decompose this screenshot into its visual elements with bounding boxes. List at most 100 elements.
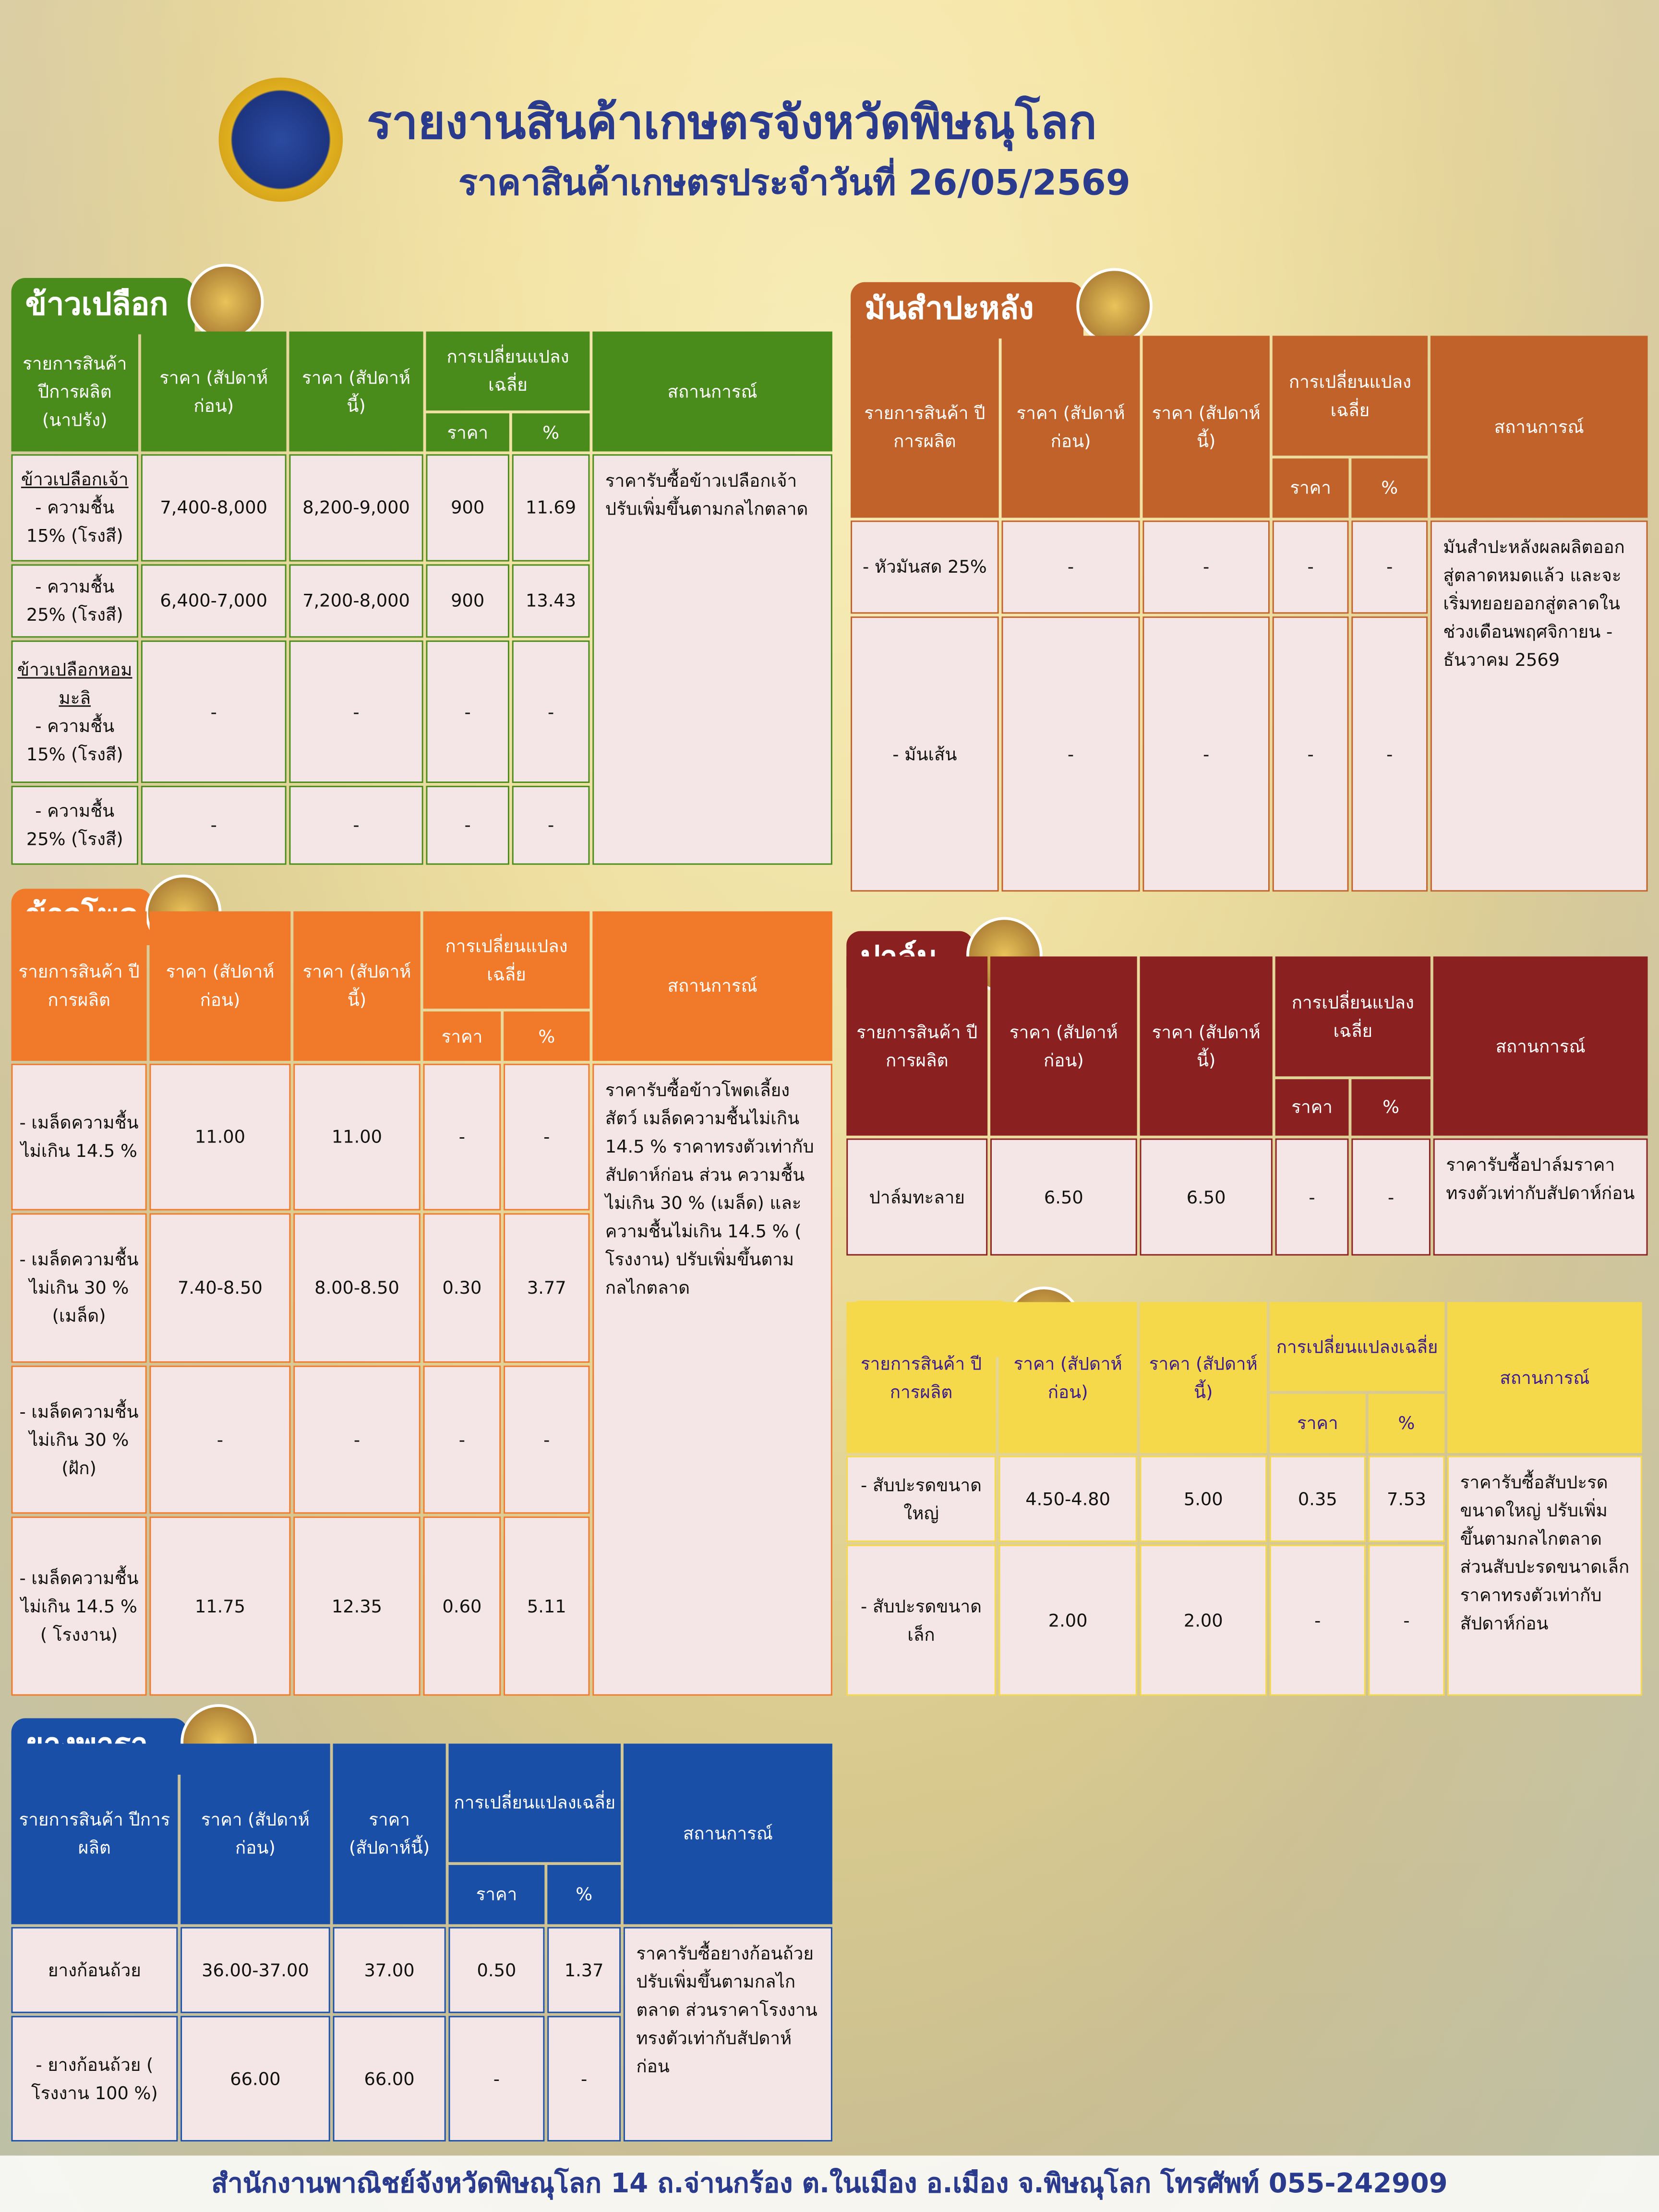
value-cell: 7.53 bbox=[1368, 1455, 1445, 1542]
value-cell: 11.00 bbox=[149, 1063, 291, 1211]
header-cell: การเปลี่ยนแปลงเฉลี่ย bbox=[1275, 956, 1431, 1077]
header-cell: ราคา (สัปดาห์นี้) bbox=[333, 1743, 446, 1924]
value-cell: 6.50 bbox=[990, 1138, 1137, 1256]
status-cell: ราคารับซื้อยางก้อนถ้วย ปรับเพิ่มขึ้นตามก… bbox=[623, 1927, 832, 2142]
data-row: - มันเส้น - - - - bbox=[851, 616, 1647, 892]
value-cell: 6.50 bbox=[1140, 1138, 1273, 1256]
value-cell: 11.69 bbox=[512, 454, 590, 562]
item-name: - สับปะรดขนาดใหญ่ bbox=[860, 1473, 982, 1523]
header-cell: สถานการณ์ bbox=[592, 331, 832, 452]
item-cell: - เมล็ดความชื้นไม่เกิน 14.5 % bbox=[11, 1063, 147, 1211]
value-cell: 7,400-8,000 bbox=[141, 454, 287, 562]
header-cell: ราคา (สัปดาห์นี้) bbox=[1140, 1302, 1267, 1453]
header-cell: การเปลี่ยนแปลงเฉลี่ย bbox=[423, 911, 590, 1009]
price-table: รายการสินค้า ปีการผลิต (นาปรัง) ราคา (สัป… bbox=[9, 329, 835, 868]
header-cell: การเปลี่ยนแปลงเฉลี่ย bbox=[448, 1743, 621, 1863]
header-cell: ราคา bbox=[1272, 458, 1349, 518]
value-cell: 4.50-4.80 bbox=[998, 1455, 1137, 1542]
data-row: - หัวมันสด 25% - - - - มันสำปะหลังผลผลิตออกสู… bbox=[851, 520, 1648, 892]
item-group: ข้าวเปลือกเจ้า bbox=[21, 468, 129, 490]
value-cell: - bbox=[289, 785, 423, 865]
header-row: ราคา% bbox=[12, 413, 832, 452]
value-cell: - bbox=[1269, 1544, 1366, 1696]
header-cell: รายการสินค้า ปีการผลิต bbox=[846, 1302, 996, 1453]
value-cell: 11.00 bbox=[293, 1063, 421, 1211]
value-cell: - bbox=[141, 640, 287, 783]
header-cell: % bbox=[1351, 458, 1428, 518]
header-row: ราคา% bbox=[12, 1011, 832, 1061]
value-cell: 36.00-37.00 bbox=[180, 1927, 330, 2013]
value-cell: - bbox=[504, 1365, 590, 1514]
header-row: ราคา% bbox=[12, 1865, 832, 1924]
data-row: ปาล์มทะลาย 6.50 6.50- - ราคารับซื้อปาล์มราคา… bbox=[846, 1138, 1648, 1256]
header-cell: สถานการณ์ bbox=[623, 1743, 832, 1924]
value-cell: 3.77 bbox=[504, 1213, 590, 1363]
section-tab: มันสำปะหลัง bbox=[851, 282, 1083, 339]
item-name: - เมล็ดความชื้นไม่เกิน 30 % (เมล็ด) bbox=[19, 1248, 139, 1326]
value-cell: - bbox=[423, 1365, 501, 1514]
item-name: - ความชื้น 25% (โรงสี) bbox=[26, 800, 123, 850]
header-cell: สถานการณ์ bbox=[1430, 336, 1648, 518]
value-cell: - bbox=[1272, 520, 1349, 614]
value-cell: - bbox=[1368, 1544, 1445, 1696]
status-cell: มันสำปะหลังผลผลิตออกสู่ตลาดหมดแล้ว และจะ… bbox=[1430, 520, 1648, 892]
header-cell: ราคา bbox=[1275, 1079, 1349, 1136]
header-row: รายการสินค้า ปีการผลิต ราคา (สัปดาห์ก่อน)… bbox=[851, 336, 1648, 518]
data-row: - สับปะรดขนาดใหญ่ 4.50-4.80 5.00 0.35 7.53 รา… bbox=[846, 1455, 1642, 1696]
item-cell: - ความชื้น 25% (โรงสี) bbox=[11, 785, 139, 865]
header-cell: ราคา (สัปดาห์ก่อน) bbox=[180, 1743, 330, 1924]
item-cell: - มันเส้น bbox=[851, 616, 999, 892]
data-row: ข้าวเปลือกเจ้า - ความชื้น 15% (โรงสี) 7,40… bbox=[11, 454, 832, 865]
header-cell: ราคา (สัปดาห์นี้) bbox=[1140, 956, 1273, 1136]
header-cell: ราคา bbox=[448, 1865, 545, 1924]
header-row: รายการสินค้า ปีการผลิต ราคา (สัปดาห์ก่อน)… bbox=[11, 1743, 832, 1924]
value-cell: 6,400-7,000 bbox=[141, 564, 287, 638]
header-cell: การเปลี่ยนแปลงเฉลี่ย bbox=[426, 331, 590, 411]
value-cell: 66.00 bbox=[333, 2016, 446, 2142]
data-row: - เมล็ดความชื้นไม่เกิน 30 % (เมล็ด) 7.40-… bbox=[11, 1213, 832, 1363]
header-cell: ราคา (สัปดาห์ก่อน) bbox=[998, 1302, 1137, 1453]
header-row: ราคา% bbox=[846, 1394, 1642, 1453]
status-cell: ราคารับซื้อข้าวโพดเลี้ยงสัตว์ เมล็ดความช… bbox=[592, 1063, 832, 1696]
value-cell: - bbox=[547, 2016, 621, 2142]
value-cell: 8,200-9,000 bbox=[289, 454, 423, 562]
value-cell: - bbox=[1142, 616, 1270, 892]
header-row: ราคา% bbox=[846, 1079, 1647, 1136]
item-name: - ความชื้น 25% (โรงสี) bbox=[26, 576, 123, 625]
header-cell: ราคา (สัปดาห์นี้) bbox=[289, 331, 423, 452]
value-cell: 0.60 bbox=[423, 1516, 501, 1696]
value-cell: - bbox=[426, 785, 509, 865]
header-cell: การเปลี่ยนแปลงเฉลี่ย bbox=[1272, 336, 1428, 456]
footer: สำนักงานพาณิชย์จังหวัดพิษณุโลก 14 ถ.จ่าน… bbox=[0, 2155, 1659, 2212]
value-cell: - bbox=[1001, 616, 1140, 892]
header-cell: รายการสินค้า ปีการผลิต (นาปรัง) bbox=[11, 331, 139, 452]
value-cell: 7.40-8.50 bbox=[149, 1213, 291, 1363]
value-cell: - bbox=[423, 1063, 501, 1211]
value-cell: 5.11 bbox=[504, 1516, 590, 1696]
value-cell: 2.00 bbox=[1140, 1544, 1267, 1696]
data-row: - เมล็ดความชื้นไม่เกิน 14.5 % ( โรงงาน) 1… bbox=[11, 1516, 832, 1696]
data-row: - เมล็ดความชื้นไม่เกิน 30 % (ฝัก) - - - - bbox=[11, 1365, 832, 1514]
header-cell: % bbox=[504, 1011, 590, 1061]
item-cell: - เมล็ดความชื้นไม่เกิน 14.5 % ( โรงงาน) bbox=[11, 1516, 147, 1696]
subtitle: ราคาสินค้าเกษตรประจำวันที่ 26/05/2569 bbox=[458, 162, 1130, 204]
value-cell: - bbox=[1351, 520, 1428, 614]
value-cell: 13.43 bbox=[512, 564, 590, 638]
item-name: - หัวมันสด 25% bbox=[863, 555, 987, 577]
header-cell: % bbox=[512, 413, 590, 452]
header-cell: รายการสินค้า ปีการผลิต bbox=[846, 956, 988, 1136]
data-row: - ยางก้อนถ้วย ( โรงงาน 100 %) 66.00 66.00-… bbox=[11, 2016, 832, 2142]
value-cell: - bbox=[293, 1365, 421, 1514]
header-cell: ราคา (สัปดาห์ก่อน) bbox=[149, 911, 291, 1061]
price-table: รายการสินค้า ปีการผลิต ราคา (สัปดาห์ก่อน)… bbox=[9, 909, 835, 1699]
header-cell: ราคา (สัปดาห์นี้) bbox=[293, 911, 421, 1061]
data-row: - ความชื้น 25% (โรงสี) 6,400-7,000 7,200-8… bbox=[11, 564, 832, 638]
item-name: - ยางก้อนถ้วย ( โรงงาน 100 %) bbox=[31, 2053, 158, 2103]
header-cell: % bbox=[1351, 1079, 1431, 1136]
section-tab: ข้าวเปลือก bbox=[11, 277, 195, 335]
item-name: - สับปะรดขนาดเล็ก bbox=[860, 1595, 982, 1645]
header-cell: การเปลี่ยนแปลงเฉลี่ย bbox=[1269, 1302, 1445, 1391]
value-cell: 900 bbox=[426, 564, 509, 638]
item-cell: - เมล็ดความชื้นไม่เกิน 30 % (เมล็ด) bbox=[11, 1213, 147, 1363]
